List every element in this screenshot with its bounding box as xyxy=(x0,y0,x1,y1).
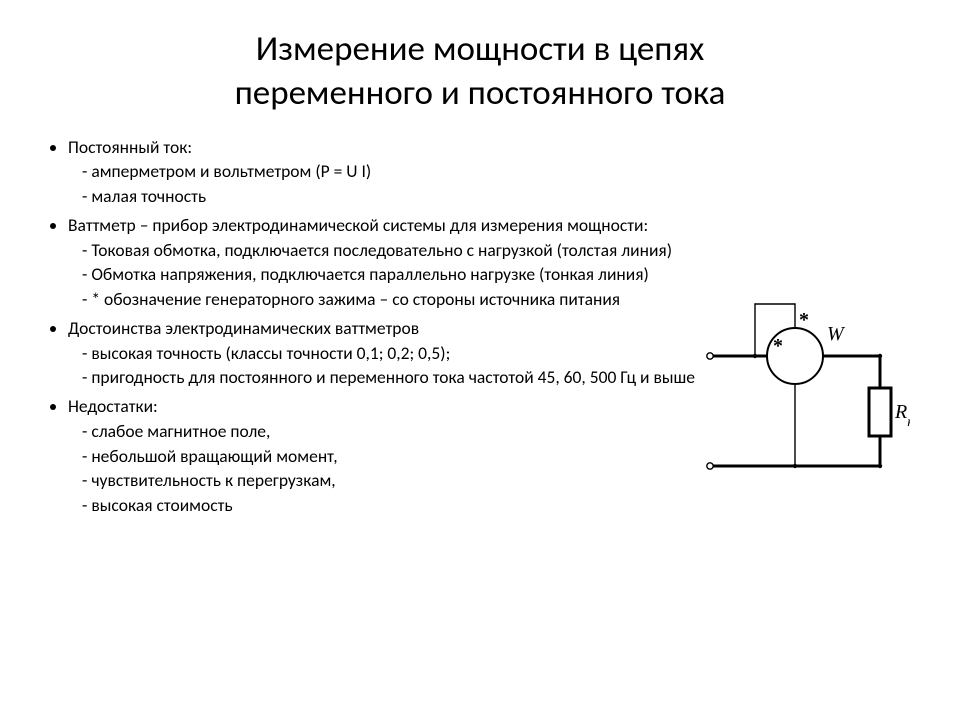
bullet-3: Достоинства электродинамических ваттметр… xyxy=(68,317,696,389)
bullet-4-sub-2: небольшой вращающий момент, xyxy=(82,445,696,468)
bullet-2-sub-3: * обозначение генераторного зажима – со … xyxy=(82,288,696,311)
bullet-1-text: Постоянный ток: xyxy=(68,136,192,158)
diagram-column: * * W Rн xyxy=(700,136,920,496)
bullet-4-sub-4: высокая стоимость xyxy=(82,494,696,517)
bullet-2-sub: Токовая обмотка, подключается последоват… xyxy=(68,239,696,311)
text-column: Постоянный ток: амперметром и вольтметро… xyxy=(40,136,696,523)
svg-text:W: W xyxy=(827,323,846,345)
bullet-3-sub-1: высокая точность (классы точности 0,1; 0… xyxy=(82,342,696,365)
title-line-2: переменного и постоянного тока xyxy=(235,72,726,114)
bullet-list: Постоянный ток: амперметром и вольтметро… xyxy=(40,136,696,517)
bullet-2: Ваттметр – прибор электродинамической си… xyxy=(68,214,696,311)
bullet-3-text: Достоинства электродинамических ваттметр… xyxy=(68,317,419,339)
svg-text:*: * xyxy=(799,309,809,331)
bullet-2-sub-1: Токовая обмотка, подключается последоват… xyxy=(82,239,696,262)
slide: Измерение мощности в цепях переменного и… xyxy=(0,0,960,720)
bullet-4-text: Недостатки: xyxy=(68,395,158,417)
svg-text:*: * xyxy=(773,335,783,357)
bullet-1: Постоянный ток: амперметром и вольтметро… xyxy=(68,136,696,208)
slide-title: Измерение мощности в цепях переменного и… xyxy=(40,28,920,116)
title-line-1: Измерение мощности в цепях xyxy=(256,28,705,70)
content-row: Постоянный ток: амперметром и вольтметро… xyxy=(40,136,920,523)
bullet-3-sub-2: пригодность для постоянного и переменног… xyxy=(82,366,696,389)
svg-text:Rн: Rн xyxy=(894,401,910,430)
bullet-2-text: Ваттметр – прибор электродинамической си… xyxy=(68,214,648,236)
bullet-1-sub-1: амперметром и вольтметром (P = U I) xyxy=(82,160,696,183)
bullet-4-sub-1: слабое магнитное поле, xyxy=(82,420,696,443)
bullet-3-sub: высокая точность (классы точности 0,1; 0… xyxy=(68,342,696,390)
bullet-4: Недостатки: слабое магнитное поле, небол… xyxy=(68,395,696,517)
bullet-2-sub-2: Обмотка напряжения, подключается паралле… xyxy=(82,263,696,286)
bullet-4-sub-3: чувствительность к перегрузкам, xyxy=(82,469,696,492)
bullet-1-sub: амперметром и вольтметром (P = U I) мала… xyxy=(68,160,696,208)
bullet-1-sub-2: малая точность xyxy=(82,185,696,208)
bullet-4-sub: слабое магнитное поле, небольшой вращающ… xyxy=(68,420,696,517)
wattmeter-circuit-diagram: * * W Rн xyxy=(700,286,910,496)
